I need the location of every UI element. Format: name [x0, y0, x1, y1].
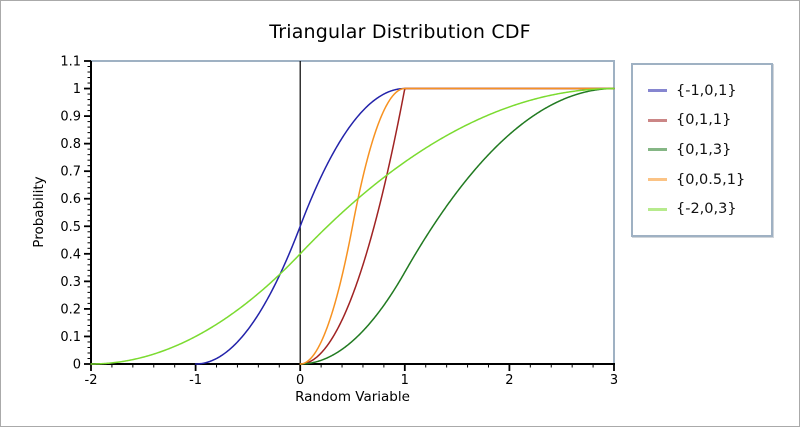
legend-label: {0,0.5,1} — [676, 171, 746, 188]
legend-swatch — [648, 148, 667, 152]
y-tick-label: 0.1 — [60, 330, 81, 345]
x-minor-ticks — [111, 364, 594, 368]
plot-frame — [90, 60, 615, 364]
y-ticks: 0 0.1 0.2 0.3 0.4 0.5 0.6 0.7 0.8 0.9 1 1.1 — [60, 55, 91, 373]
y-tick-label: 0.2 — [60, 302, 81, 317]
y-tick-label: 0.9 — [60, 110, 81, 125]
chart-title: Triangular Distribution CDF — [269, 21, 531, 43]
x-tick-label: 3 — [610, 373, 618, 388]
x-tick-label: -2 — [85, 373, 98, 388]
x-tick-label: 2 — [505, 373, 513, 388]
cdf-curve-4 — [90, 87, 615, 365]
legend-swatch — [648, 207, 667, 211]
legend-swatch — [648, 178, 667, 182]
cdf-curve-0 — [194, 87, 615, 365]
y-tick-label: 1.1 — [60, 55, 81, 70]
y-tick-label: 0.7 — [60, 165, 81, 180]
y-tick-label: 0.6 — [60, 192, 81, 207]
y-tick-label: 0.4 — [60, 247, 81, 262]
cdf-curves — [90, 87, 615, 365]
legend-label: {0,1,3} — [676, 141, 732, 158]
y-tick-label: 0 — [73, 358, 81, 373]
legend-item-0: {-1,0,1} — [633, 83, 771, 99]
x-tick-label: 1 — [401, 373, 409, 388]
legend-label: {-2,0,3} — [676, 201, 737, 218]
y-tick-label: 0.3 — [60, 275, 81, 290]
legend-item-3: {0,0.5,1} — [633, 172, 771, 188]
legend-item-2: {0,1,3} — [633, 142, 771, 158]
legend-item-4: {-2,0,3} — [633, 201, 771, 217]
legend-swatch — [648, 89, 667, 93]
legend: {-1,0,1} {0,1,1} {0,1,3} {0,0.5,1} {-2,0,3} — [631, 63, 773, 237]
x-ticks: -2 -1 0 1 2 3 — [85, 364, 618, 388]
legend-swatch — [648, 118, 667, 122]
cdf-curve-3 — [299, 87, 615, 365]
axes — [90, 61, 615, 365]
x-tick-label: -1 — [189, 373, 202, 388]
y-minor-ticks — [87, 66, 91, 359]
y-tick-label: 0.8 — [60, 137, 81, 152]
legend-label: {-1,0,1} — [676, 82, 737, 99]
x-axis-label: Random Variable — [295, 389, 410, 405]
legend-label: {0,1,1} — [676, 112, 732, 129]
cdf-curve-2 — [299, 87, 615, 365]
x-tick-label: 0 — [296, 373, 304, 388]
y-tick-label: 0.5 — [60, 220, 81, 235]
legend-item-1: {0,1,1} — [633, 112, 771, 128]
y-tick-label: 1 — [73, 82, 81, 97]
y-axis-label: Probability — [31, 176, 47, 248]
